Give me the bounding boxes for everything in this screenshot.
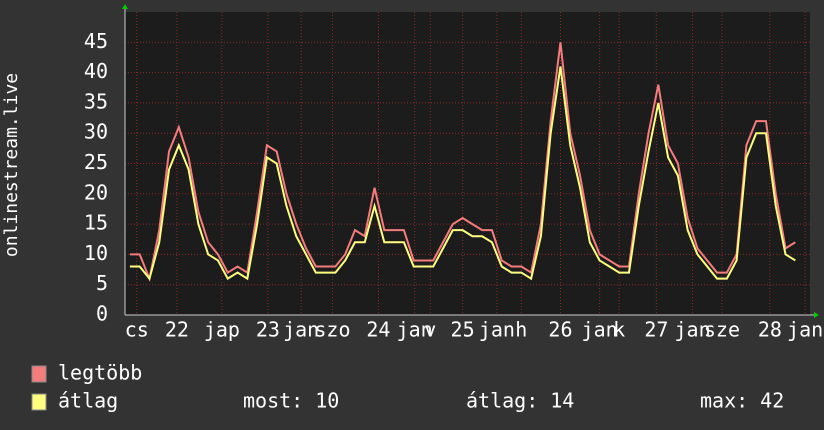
y-tick-label: 30 (84, 120, 108, 144)
x-tick-label: k (613, 318, 625, 342)
x-tick-label: jan (397, 318, 433, 342)
x-tick-label: 26 (548, 318, 572, 342)
axis-arrow (122, 4, 128, 9)
series-line (129, 42, 796, 283)
x-tick-label: 22 (165, 318, 189, 342)
y-tick-label: 25 (84, 150, 108, 174)
stat-value: 14 (550, 389, 574, 413)
x-tick-label: jan (582, 318, 618, 342)
stat-label: most: (243, 389, 303, 413)
y-tick-label: 15 (84, 211, 108, 235)
stat-label: átlag: (466, 389, 538, 413)
stat-value: 42 (760, 389, 784, 413)
x-tick-label: 28 (758, 318, 782, 342)
stat-value: 10 (315, 389, 339, 413)
y-tick-label: 5 (96, 271, 108, 295)
x-tick-label: szo (314, 318, 350, 342)
y-axis-label: onlinestream.live (1, 73, 22, 257)
y-tick-label: 35 (84, 89, 108, 113)
x-tick-label: sze (704, 318, 740, 342)
x-tick-label: jap (204, 318, 240, 342)
axis-arrow (814, 312, 819, 318)
y-tick-label: 0 (96, 302, 108, 326)
x-tick-label: 24 (366, 318, 390, 342)
x-tick-label: h (515, 318, 527, 342)
x-tick-label: 23 (256, 318, 280, 342)
x-tick-label: jan (283, 318, 319, 342)
y-tick-label: 20 (84, 180, 108, 204)
x-tick-label: cs (125, 318, 149, 342)
y-tick-label: 10 (84, 241, 108, 265)
x-tick-label: 27 (644, 318, 668, 342)
legend-swatch (31, 393, 47, 411)
y-tick-label: 40 (84, 59, 108, 83)
x-tick-label: jan (675, 318, 711, 342)
legend-label: legtöbb (58, 361, 142, 385)
y-tick-label: 45 (84, 29, 108, 53)
series-line (129, 66, 796, 281)
x-tick-label: jan (479, 318, 515, 342)
legend-swatch (31, 365, 47, 383)
legend-label: átlag (58, 389, 118, 413)
x-tick-label: 25 (451, 318, 475, 342)
stat-label: max: (700, 389, 748, 413)
x-tick-label: jan (787, 318, 823, 342)
x-tick-label: v (424, 318, 436, 342)
